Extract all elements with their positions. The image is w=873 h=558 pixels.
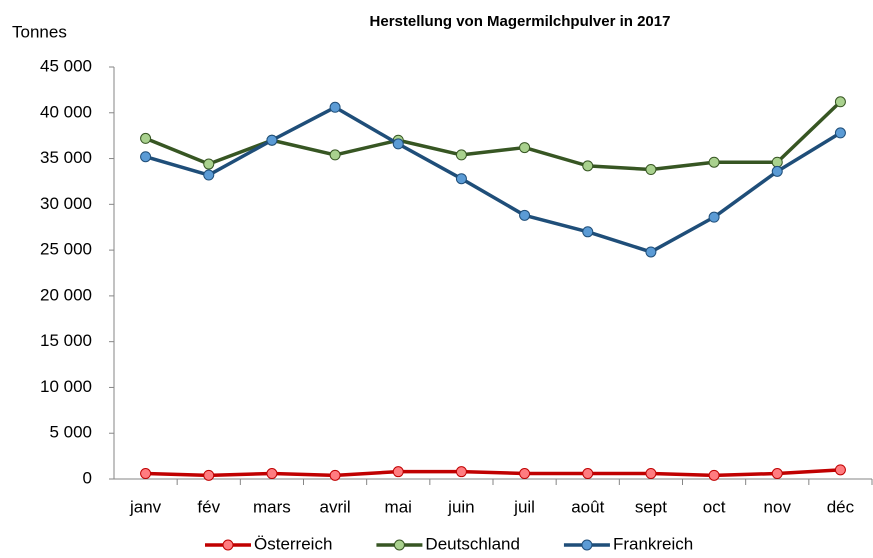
- data-point: [140, 468, 152, 480]
- y-tick-label: 20 000: [40, 285, 92, 304]
- data-point: [203, 469, 215, 481]
- data-point: [519, 142, 531, 154]
- data-point: [329, 101, 341, 113]
- data-point: [834, 96, 846, 108]
- y-tick-label: 35 000: [40, 148, 92, 167]
- y-tick-label: 5 000: [49, 423, 92, 442]
- data-point: [519, 468, 531, 480]
- x-tick-label: janv: [129, 497, 162, 516]
- data-point: [455, 173, 467, 185]
- y-tick-label: 15 000: [40, 331, 92, 350]
- legend-marker: [222, 539, 234, 551]
- data-point: [771, 468, 783, 480]
- data-point: [455, 466, 467, 478]
- data-point: [203, 158, 215, 170]
- legend-label: Österreich: [254, 534, 332, 553]
- data-point: [582, 226, 594, 238]
- data-point: [519, 209, 531, 221]
- data-point: [708, 211, 720, 223]
- x-tick-label: août: [571, 497, 604, 516]
- y-tick-label: 10 000: [40, 377, 92, 396]
- legend-marker: [393, 539, 405, 551]
- data-point: [203, 169, 215, 181]
- data-point: [645, 468, 657, 480]
- x-tick-label: déc: [827, 497, 855, 516]
- data-point: [645, 164, 657, 176]
- data-point: [582, 160, 594, 172]
- chart-title: Herstellung von Magermilchpulver in 2017: [370, 13, 671, 30]
- data-point: [582, 468, 594, 480]
- data-point: [329, 149, 341, 161]
- y-tick-label: 40 000: [40, 102, 92, 121]
- series-line: [145, 105, 842, 254]
- y-tick-label: 30 000: [40, 194, 92, 213]
- series-line: [144, 100, 842, 172]
- data-point: [455, 149, 467, 161]
- x-tick-label: oct: [703, 497, 726, 516]
- y-tick-label: 45 000: [40, 56, 92, 75]
- data-point: [140, 132, 152, 144]
- x-tick-label: nov: [764, 497, 792, 516]
- data-point: [392, 138, 404, 150]
- data-point: [392, 466, 404, 478]
- data-point: [645, 246, 657, 258]
- x-tick-label: fév: [197, 497, 220, 516]
- y-tick-label: 0: [83, 468, 92, 487]
- x-tick-label: juil: [513, 497, 535, 516]
- data-point: [708, 156, 720, 168]
- data-point: [329, 469, 341, 481]
- data-point: [140, 151, 152, 163]
- data-point: [834, 464, 846, 476]
- series-line: [145, 468, 841, 478]
- x-tick-label: sept: [635, 497, 667, 516]
- y-tick-label: 25 000: [40, 240, 92, 259]
- data-point: [266, 468, 278, 480]
- data-point: [708, 469, 720, 481]
- data-point: [266, 134, 278, 146]
- x-tick-label: avril: [319, 497, 350, 516]
- data-point: [834, 127, 846, 139]
- x-tick-label: juin: [447, 497, 474, 516]
- legend-marker: [581, 539, 593, 551]
- legend-label: Deutschland: [425, 534, 520, 553]
- y-axis-label: Tonnes: [12, 22, 67, 41]
- x-tick-label: mai: [385, 497, 412, 516]
- data-point: [771, 156, 783, 168]
- data-point: [771, 165, 783, 177]
- legend-label: Frankreich: [613, 534, 693, 553]
- x-tick-label: mars: [253, 497, 291, 516]
